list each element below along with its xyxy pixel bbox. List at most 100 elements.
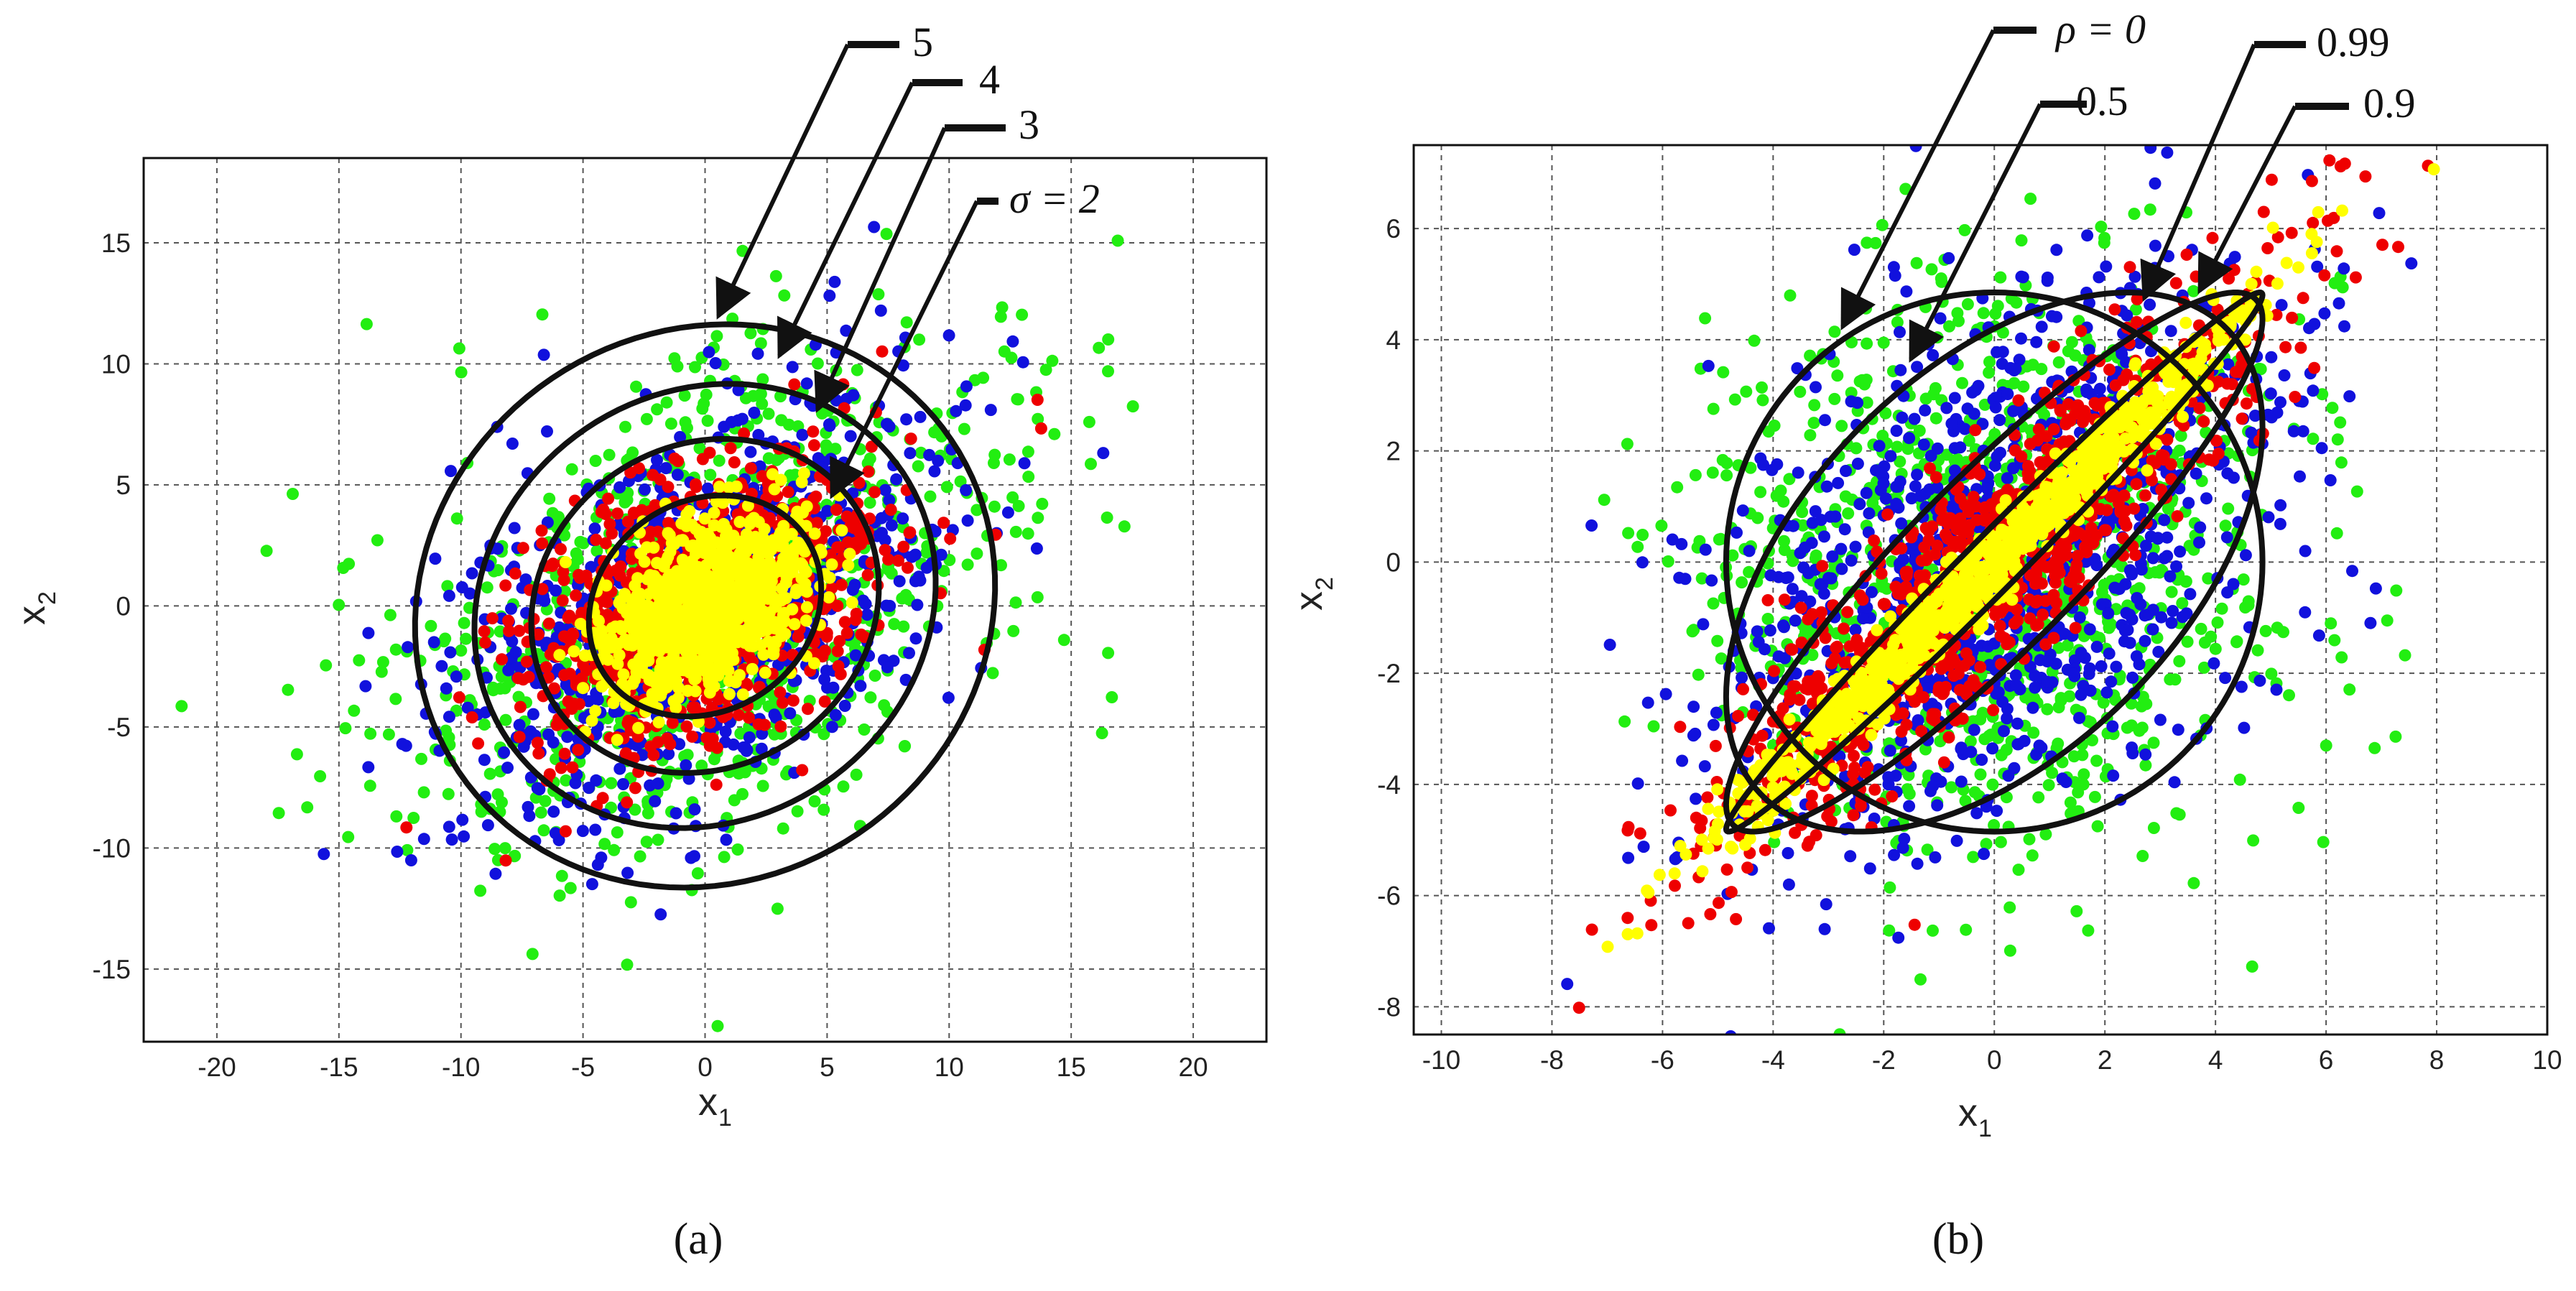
scatter-point-yellow: [621, 607, 634, 620]
scatter-point-blue: [727, 738, 740, 751]
scatter-point-blue: [859, 598, 872, 611]
scatter-point-yellow: [780, 560, 793, 573]
scatter-point-green: [343, 557, 356, 570]
scatter-point-green: [1961, 298, 1974, 310]
scatter-point-yellow: [634, 547, 647, 560]
scatter-point-green: [2164, 673, 2177, 686]
scatter-point-blue: [923, 448, 936, 461]
scatter-point-red: [496, 653, 509, 666]
scatter-point-yellow: [725, 537, 738, 550]
scatter-point-red: [740, 677, 753, 690]
scatter-point-red: [1031, 394, 1044, 406]
scatter-point-yellow: [681, 685, 694, 697]
scatter-point-blue: [829, 708, 842, 721]
scatter-point-yellow: [697, 596, 710, 608]
scatter-point-blue: [942, 329, 955, 342]
y-tick-label: -10: [93, 833, 131, 863]
scatter-point-red: [613, 569, 626, 582]
scatter-point-blue: [823, 290, 836, 302]
scatter-point-yellow: [626, 677, 639, 690]
scatter-point-green: [1720, 469, 1733, 482]
scatter-point-green: [1740, 385, 1753, 398]
scatter-point-green: [1927, 924, 1939, 937]
scatter-point-blue: [825, 721, 838, 734]
scatter-point-blue: [396, 738, 409, 751]
scatter-point-red: [868, 486, 881, 499]
scatter-point-green: [2211, 616, 2224, 629]
scatter-point-yellow: [708, 603, 721, 616]
scatter-point-green: [924, 490, 937, 503]
scatter-point-red: [774, 720, 787, 733]
scatter-point-yellow: [644, 625, 657, 638]
scatter-point-yellow: [825, 558, 838, 571]
scatter-point-red: [841, 536, 854, 549]
scatter-point-yellow: [755, 560, 768, 573]
scatter-point-red: [764, 512, 777, 524]
scatter-point-blue: [450, 670, 463, 683]
scatter-point-green: [1845, 387, 1858, 399]
scatter-point-green: [1833, 1028, 1846, 1035]
scatter-point-blue: [522, 800, 534, 813]
scatter-point-green: [546, 506, 559, 519]
scatter-point-green: [988, 448, 1001, 461]
scatter-point-blue: [1679, 573, 1692, 586]
scatter-point-green: [1977, 307, 1990, 320]
scatter-point-green: [2251, 644, 2264, 657]
scatter-point-red: [696, 453, 709, 466]
scatter-point-green: [1622, 527, 1635, 540]
scatter-point-blue: [649, 795, 662, 808]
scatter-point-yellow: [723, 481, 736, 494]
scatter-point-green: [1011, 393, 1024, 406]
scatter-point-yellow: [631, 572, 644, 585]
scatter-point-blue: [513, 718, 526, 731]
ellipse-sigma-0: [412, 321, 999, 891]
scatter-point-red: [831, 541, 844, 554]
scatter-point-green: [2399, 649, 2411, 662]
scatter-point-red: [603, 518, 616, 531]
scatter-point-green: [287, 488, 299, 500]
scatter-point-blue: [465, 567, 478, 580]
scatter-point-blue: [942, 691, 955, 704]
scatter-point-blue: [903, 647, 915, 660]
scatter-point-blue: [1903, 432, 1916, 445]
scatter-point-green: [1956, 376, 1968, 389]
scatter-point-green: [678, 389, 691, 402]
scatter-point-blue: [914, 410, 927, 423]
scatter-point-blue: [768, 708, 781, 721]
scatter-point-green: [577, 537, 590, 550]
scatter-point-green: [1804, 429, 1817, 442]
scatter-point-green: [499, 842, 511, 855]
scatter-point-green: [1869, 236, 1882, 249]
scatter-point-blue: [709, 357, 722, 369]
scatter-point-yellow: [718, 656, 731, 669]
x-tick-label: -5: [571, 1052, 595, 1082]
y-tick-label: -5: [107, 713, 131, 742]
scatter-point-green: [863, 452, 876, 465]
scatter-point-green: [118, 814, 130, 826]
x-tick-label: 20: [1178, 1052, 1208, 1082]
scatter-point-green: [2265, 667, 2278, 680]
scatter-point-green: [2389, 730, 2402, 743]
scatter-point-blue: [391, 846, 404, 858]
scatter-point-green: [744, 327, 757, 340]
scatter-point-blue: [904, 447, 917, 460]
scatter-point-red: [824, 549, 837, 562]
scatter-point-green: [1695, 572, 1708, 585]
scatter-point-green: [641, 807, 654, 820]
scatter-point-green: [1686, 625, 1699, 638]
scatter-point-green: [2015, 234, 2028, 247]
scatter-point-blue: [613, 762, 626, 775]
scatter-point-yellow: [808, 527, 821, 540]
scatter-point-red: [479, 636, 491, 649]
scatter-point-red: [840, 626, 853, 639]
scatter-point-yellow: [843, 547, 856, 560]
scatter-point-yellow: [643, 638, 656, 651]
scatter-point-yellow: [789, 587, 802, 600]
scatter-point-green: [2003, 944, 2016, 957]
scatter-point-green: [1032, 512, 1044, 524]
scatter-point-green: [1913, 425, 1926, 437]
scatter-point-yellow: [632, 721, 645, 734]
scatter-point-yellow: [559, 556, 572, 568]
scatter-point-green: [640, 412, 653, 425]
scatter-point-yellow: [779, 627, 792, 640]
